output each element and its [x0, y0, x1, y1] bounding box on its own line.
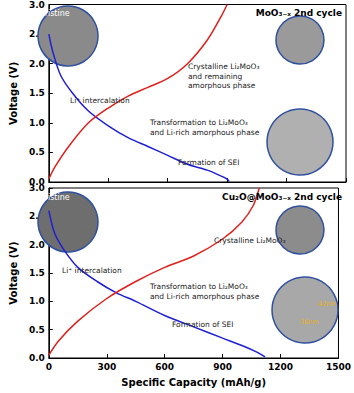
svg-text:0: 0 — [46, 362, 52, 372]
svg-text:3.0: 3.0 — [28, 0, 45, 10]
svg-text:1.5: 1.5 — [29, 88, 45, 98]
svg-text:0.5: 0.5 — [29, 147, 45, 157]
svg-text:Cu₂O@MoO₃₋ₓ 2nd cycle: Cu₂O@MoO₃₋ₓ 2nd cycle — [222, 192, 342, 202]
svg-text:Transformation to Li₂MoO₃: Transformation to Li₂MoO₃ — [149, 282, 248, 291]
svg-text:3.0: 3.0 — [29, 183, 45, 193]
svg-text:1200: 1200 — [268, 362, 293, 372]
svg-text:Crystalline Li₂MoO₃: Crystalline Li₂MoO₃ — [214, 236, 285, 245]
svg-text:amorphous phase: amorphous phase — [188, 81, 256, 90]
svg-text:2.5: 2.5 — [28, 29, 45, 40]
svg-text:0.0: 0.0 — [29, 353, 45, 363]
svg-text:Formation of SEI: Formation of SEI — [172, 320, 234, 329]
svg-text:Li⁺ intercalation: Li⁺ intercalation — [62, 266, 122, 275]
svg-text:1.5: 1.5 — [29, 268, 45, 278]
svg-text:300: 300 — [97, 362, 116, 372]
svg-text:0.0: 0.0 — [28, 177, 45, 187]
svg-text:MoO₃₋ₓ 2nd cycle: MoO₃₋ₓ 2nd cycle — [256, 8, 342, 18]
svg-text:and Li-rich amorphous phase: and Li-rich amorphous phase — [150, 292, 260, 301]
svg-text:42nm: 42nm — [318, 300, 337, 308]
svg-text:and remaining: and remaining — [188, 72, 243, 81]
svg-text:600: 600 — [155, 362, 174, 372]
svg-text:1.0: 1.0 — [29, 296, 45, 306]
svg-text:30nm: 30nm — [300, 318, 319, 326]
svg-text:2.0: 2.0 — [29, 59, 45, 69]
svg-text:1.0: 1.0 — [29, 118, 45, 128]
svg-text:0.5: 0.5 — [29, 325, 45, 335]
svg-text:Pristine: Pristine — [40, 193, 70, 202]
svg-text:Li⁺ intercalation: Li⁺ intercalation — [70, 96, 130, 105]
svg-text:Voltage (V): Voltage (V) — [8, 241, 19, 304]
svg-text:Crystalline Li₂MoO₃: Crystalline Li₂MoO₃ — [188, 62, 259, 71]
svg-text:Transformation to Li₂MoO₃: Transformation to Li₂MoO₃ — [149, 118, 248, 127]
svg-text:1500: 1500 — [326, 362, 351, 372]
svg-text:Pristine: Pristine — [40, 9, 70, 18]
svg-text:Specific Capacity (mAh/g): Specific Capacity (mAh/g) — [121, 377, 266, 388]
svg-text:2.5: 2.5 — [28, 211, 45, 222]
svg-text:900: 900 — [213, 362, 232, 372]
svg-text:and Li-rich amorphous phase: and Li-rich amorphous phase — [150, 128, 260, 137]
svg-text:Formation of SEI: Formation of SEI — [178, 158, 240, 167]
svg-text:2.0: 2.0 — [29, 240, 45, 250]
svg-text:Voltage (V): Voltage (V) — [8, 62, 19, 125]
